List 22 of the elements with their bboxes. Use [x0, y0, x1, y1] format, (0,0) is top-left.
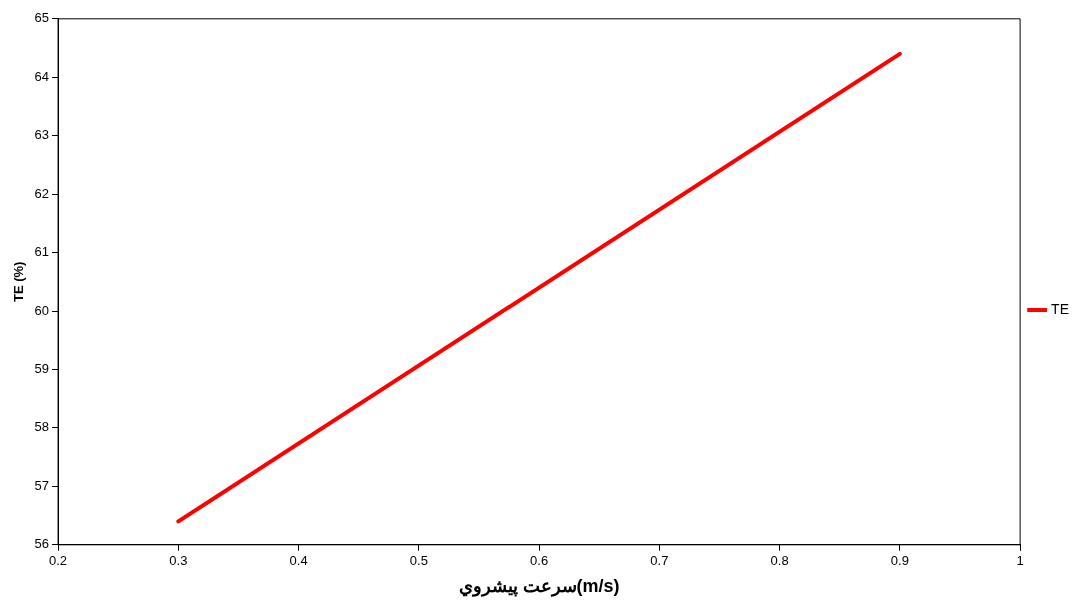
- x-tick-label: 1: [1016, 553, 1024, 569]
- x-tick-label: 0.3: [169, 553, 188, 569]
- x-tick-label: 0.8: [770, 553, 789, 569]
- y-tick-label: 63: [34, 127, 50, 143]
- y-tick-label: 57: [34, 477, 50, 493]
- y-tick-label: 61: [34, 244, 50, 260]
- y-axis-title: TE (%): [11, 261, 27, 303]
- y-tick-label: 58: [34, 419, 50, 435]
- legend-label: TE: [1051, 300, 1069, 317]
- x-tick-label: 0.2: [49, 553, 68, 569]
- y-tick-label: 60: [34, 302, 50, 318]
- y-tick-label: 62: [34, 185, 50, 201]
- y-tick-label: 64: [34, 68, 50, 84]
- y-tick-label: 65: [34, 10, 50, 26]
- y-tick-label: 56: [34, 536, 50, 552]
- y-tick-label: 59: [34, 361, 50, 377]
- x-tick-label: 0.4: [289, 553, 308, 569]
- x-tick-label: 0.7: [650, 553, 669, 569]
- x-axis-title: سرعت پيشروي(m/s): [458, 576, 620, 598]
- x-tick-label: 0.9: [890, 553, 909, 569]
- x-tick-label: 0.5: [409, 553, 428, 569]
- x-tick-label: 0.6: [530, 553, 549, 569]
